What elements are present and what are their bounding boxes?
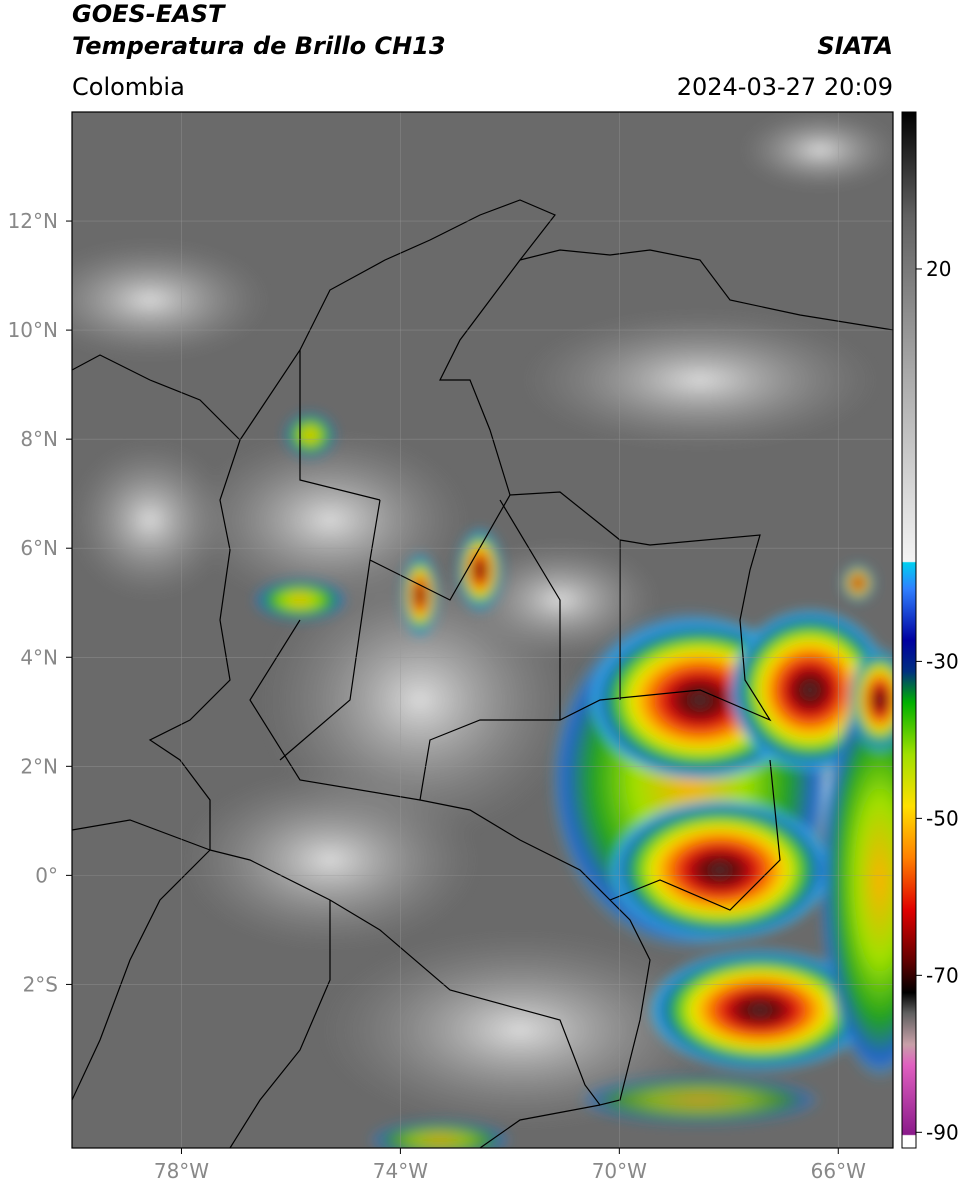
y-tick-label: 2°N [20, 754, 58, 778]
colorbar-tick-label: -90 [926, 1120, 959, 1144]
source: SIATA [817, 32, 893, 60]
x-tick-label: 74°W [373, 1159, 428, 1183]
y-tick-label: 2°S [23, 972, 58, 996]
graticule [72, 112, 893, 1148]
timestamp: 2024-03-27 20:09 [677, 73, 893, 101]
y-tick-label: 6°N [20, 536, 58, 560]
x-tick-label: 66°W [811, 1159, 866, 1183]
x-tick-label: 70°W [592, 1159, 647, 1183]
title: GOES-EAST [72, 0, 226, 28]
colorbar [901, 111, 917, 1149]
colorbar-tick-label: -30 [926, 649, 959, 673]
x-tick-label: 78°W [154, 1159, 209, 1183]
imagery [72, 112, 893, 1148]
y-tick-label: 12°N [8, 209, 58, 233]
region: Colombia [72, 73, 185, 101]
colorbar-tick-label: -50 [926, 806, 959, 830]
y-tick-label: 0° [35, 863, 58, 887]
subtitle: Temperatura de Brillo CH13 [72, 32, 446, 60]
map-frame [71, 111, 894, 1149]
y-tick-label: 10°N [8, 318, 58, 342]
y-tick-label: 8°N [20, 427, 58, 451]
y-tick-label: 4°N [20, 645, 58, 669]
colorbar-tick-label: -70 [926, 963, 959, 987]
colorbar-tick-label: 20 [926, 257, 951, 281]
